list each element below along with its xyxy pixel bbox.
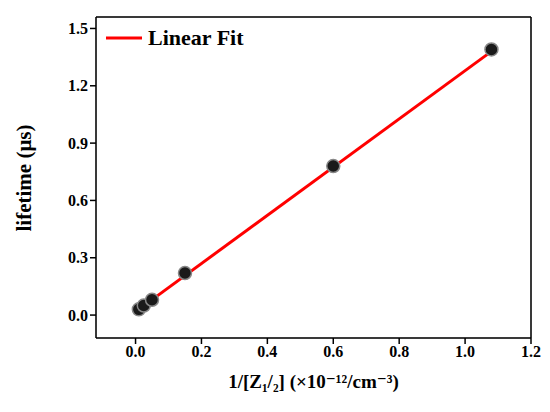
svg-text:1.2: 1.2	[521, 343, 541, 360]
html-text:1/[Z₁/₂] (×10⁻¹²/cm⁻³): 1/[Z₁/₂] (×10⁻¹²/cm⁻³)	[228, 371, 399, 392]
svg-text:0.6: 0.6	[68, 192, 88, 209]
svg-text:0.8: 0.8	[389, 343, 409, 360]
html-text:lifetime (μs): lifetime (μs)	[11, 124, 36, 231]
svg-text:0.2: 0.2	[191, 343, 211, 360]
svg-text:0.9: 0.9	[68, 135, 88, 152]
svg-text:0.3: 0.3	[68, 249, 88, 266]
svg-text:1.2: 1.2	[68, 77, 88, 94]
html-text:Linear Fit: Linear Fit	[148, 25, 244, 50]
svg-text:0.0: 0.0	[126, 343, 146, 360]
svg-text:0.6: 0.6	[323, 343, 343, 360]
svg-text:1.5: 1.5	[68, 20, 88, 37]
svg-text:1.0: 1.0	[455, 343, 475, 360]
svg-text:0.4: 0.4	[257, 343, 277, 360]
svg-text:0.0: 0.0	[68, 307, 88, 324]
